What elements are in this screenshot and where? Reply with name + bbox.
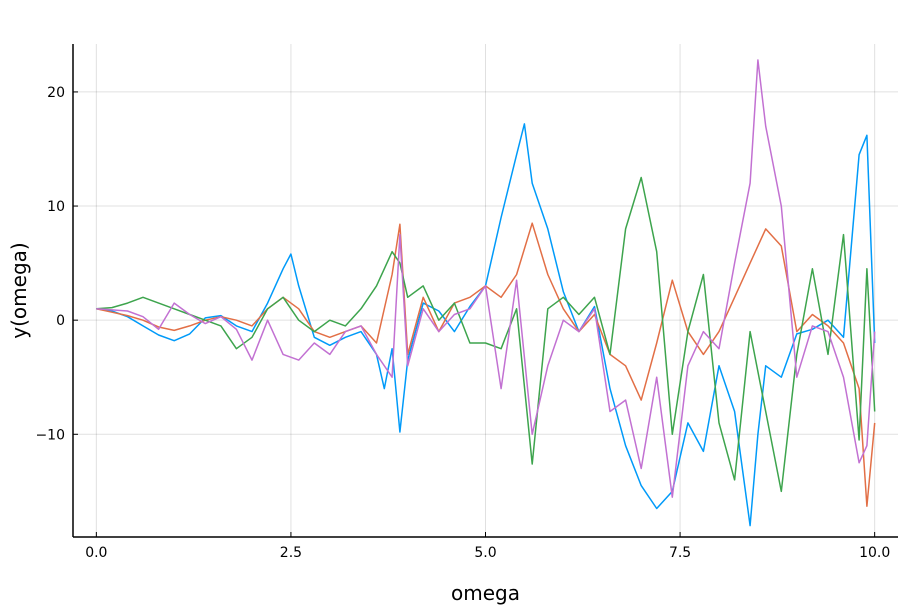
x-tick-label: 10.0 (859, 545, 890, 561)
y-tick-labels: −10 0 10 20 (35, 85, 65, 443)
series-lines (96, 59, 876, 527)
y-tick-label: −10 (35, 427, 65, 443)
x-tick-label: 2.5 (280, 545, 302, 561)
x-tick-label: 0.0 (85, 545, 107, 561)
series-line-4 (96, 59, 876, 498)
x-tick-labels: 0.0 2.5 5.0 7.5 10.0 (85, 545, 890, 561)
y-axis-title: y(omega) (7, 242, 31, 338)
y-tick-label: 20 (47, 85, 65, 101)
axes (72, 44, 898, 538)
x-tick-label: 7.5 (669, 545, 691, 561)
x-tick-label: 5.0 (474, 545, 496, 561)
x-axis-title: omega (451, 581, 520, 605)
y-tick-label: 10 (47, 199, 65, 215)
series-line-3 (96, 176, 876, 493)
series-line-1 (96, 123, 876, 527)
y-tick-label: 0 (56, 313, 65, 329)
